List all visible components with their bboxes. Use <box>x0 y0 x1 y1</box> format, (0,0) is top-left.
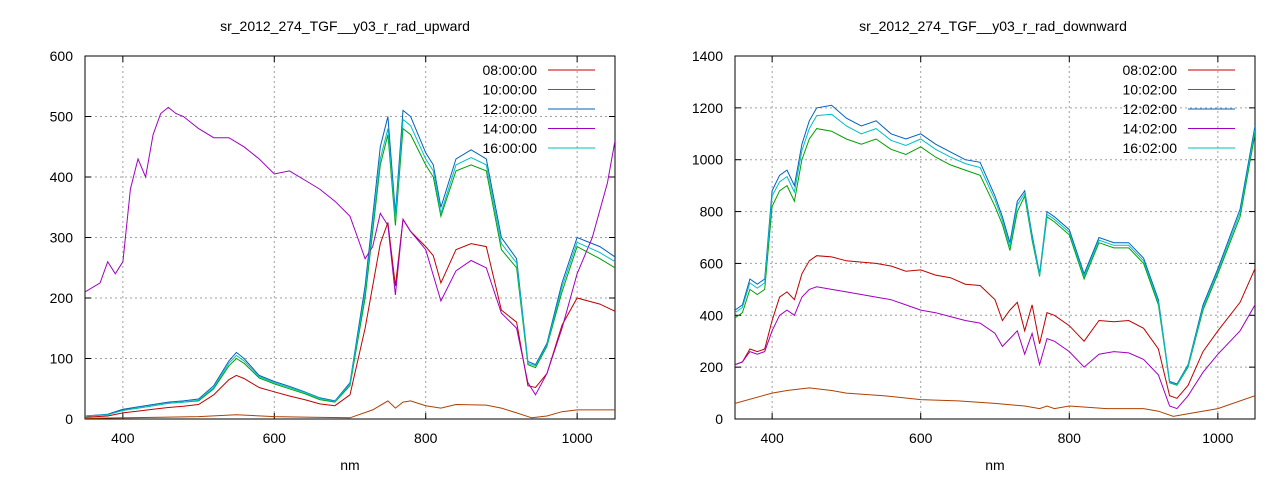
x-tick-label: 1000 <box>1202 430 1233 446</box>
legend-label: 10:00:00 <box>483 82 538 98</box>
series-lines <box>85 106 615 419</box>
y-tick-label: 600 <box>50 48 74 64</box>
series-line-4 <box>85 106 615 396</box>
y-tick-label: 400 <box>700 307 724 323</box>
x-tick-label: 1000 <box>562 430 593 446</box>
plot-frame <box>734 55 1256 420</box>
chart-title: sr_2012_274_TGF__y03_r_rad_upward <box>220 18 470 34</box>
legend-label: 16:02:00 <box>1123 140 1178 156</box>
y-tick-label: 600 <box>700 255 724 271</box>
series-line-2 <box>735 128 1255 386</box>
legend-label: 10:02:00 <box>1123 82 1178 98</box>
x-tick-label: 600 <box>909 430 933 446</box>
legend-label: 14:00:00 <box>483 121 538 137</box>
legend-label: 12:02:00 <box>1123 101 1178 117</box>
series-line-3 <box>735 104 1255 385</box>
x-tick-label: 400 <box>111 430 135 446</box>
y-tick-label: 800 <box>700 204 724 220</box>
y-tick-label: 0 <box>65 411 73 427</box>
x-tick-label: 600 <box>263 430 287 446</box>
x-axis-label: nm <box>985 457 1004 473</box>
series-line-4 <box>735 286 1255 410</box>
y-tick-label: 1200 <box>692 100 723 116</box>
series-line-5 <box>735 113 1255 386</box>
series-line-1 <box>735 255 1255 399</box>
series-line-6 <box>85 400 615 419</box>
legend-label: 08:00:00 <box>483 62 538 78</box>
y-tick-label: 100 <box>50 351 74 367</box>
legend-label: 14:02:00 <box>1123 121 1178 137</box>
series-line-1 <box>85 217 615 418</box>
y-tick-label: 200 <box>700 359 724 375</box>
legend-label: 16:00:00 <box>483 140 538 156</box>
y-tick-label: 400 <box>50 169 74 185</box>
chart-panel-2: sr_2012_274_TGF__y03_r_rad_downward 0 200 4… <box>692 18 1256 473</box>
chart-title: sr_2012_274_TGF__y03_r_rad_downward <box>859 18 1127 34</box>
chart-panel-1: sr_2012_274_TGF__y03_r_rad_upward 0 100 200… <box>50 18 616 473</box>
series-lines <box>735 104 1255 417</box>
series-line-2 <box>85 127 615 417</box>
legend-label: 12:00:00 <box>483 101 538 117</box>
y-tick-label: 1000 <box>692 152 723 168</box>
series-line-3 <box>85 109 615 417</box>
series-line-6 <box>735 387 1255 417</box>
x-tick-label: 800 <box>1058 430 1082 446</box>
y-tick-label: 300 <box>50 230 74 246</box>
y-tick-label: 1400 <box>692 48 723 64</box>
y-tick-label: 200 <box>50 290 74 306</box>
x-tick-label: 400 <box>760 430 784 446</box>
legend-label: 08:02:00 <box>1123 62 1178 78</box>
x-tick-label: 800 <box>414 430 438 446</box>
x-axis-label: nm <box>340 457 359 473</box>
y-tick-label: 500 <box>50 109 74 125</box>
y-tick-label: 0 <box>715 411 723 427</box>
series-line-5 <box>85 118 615 417</box>
